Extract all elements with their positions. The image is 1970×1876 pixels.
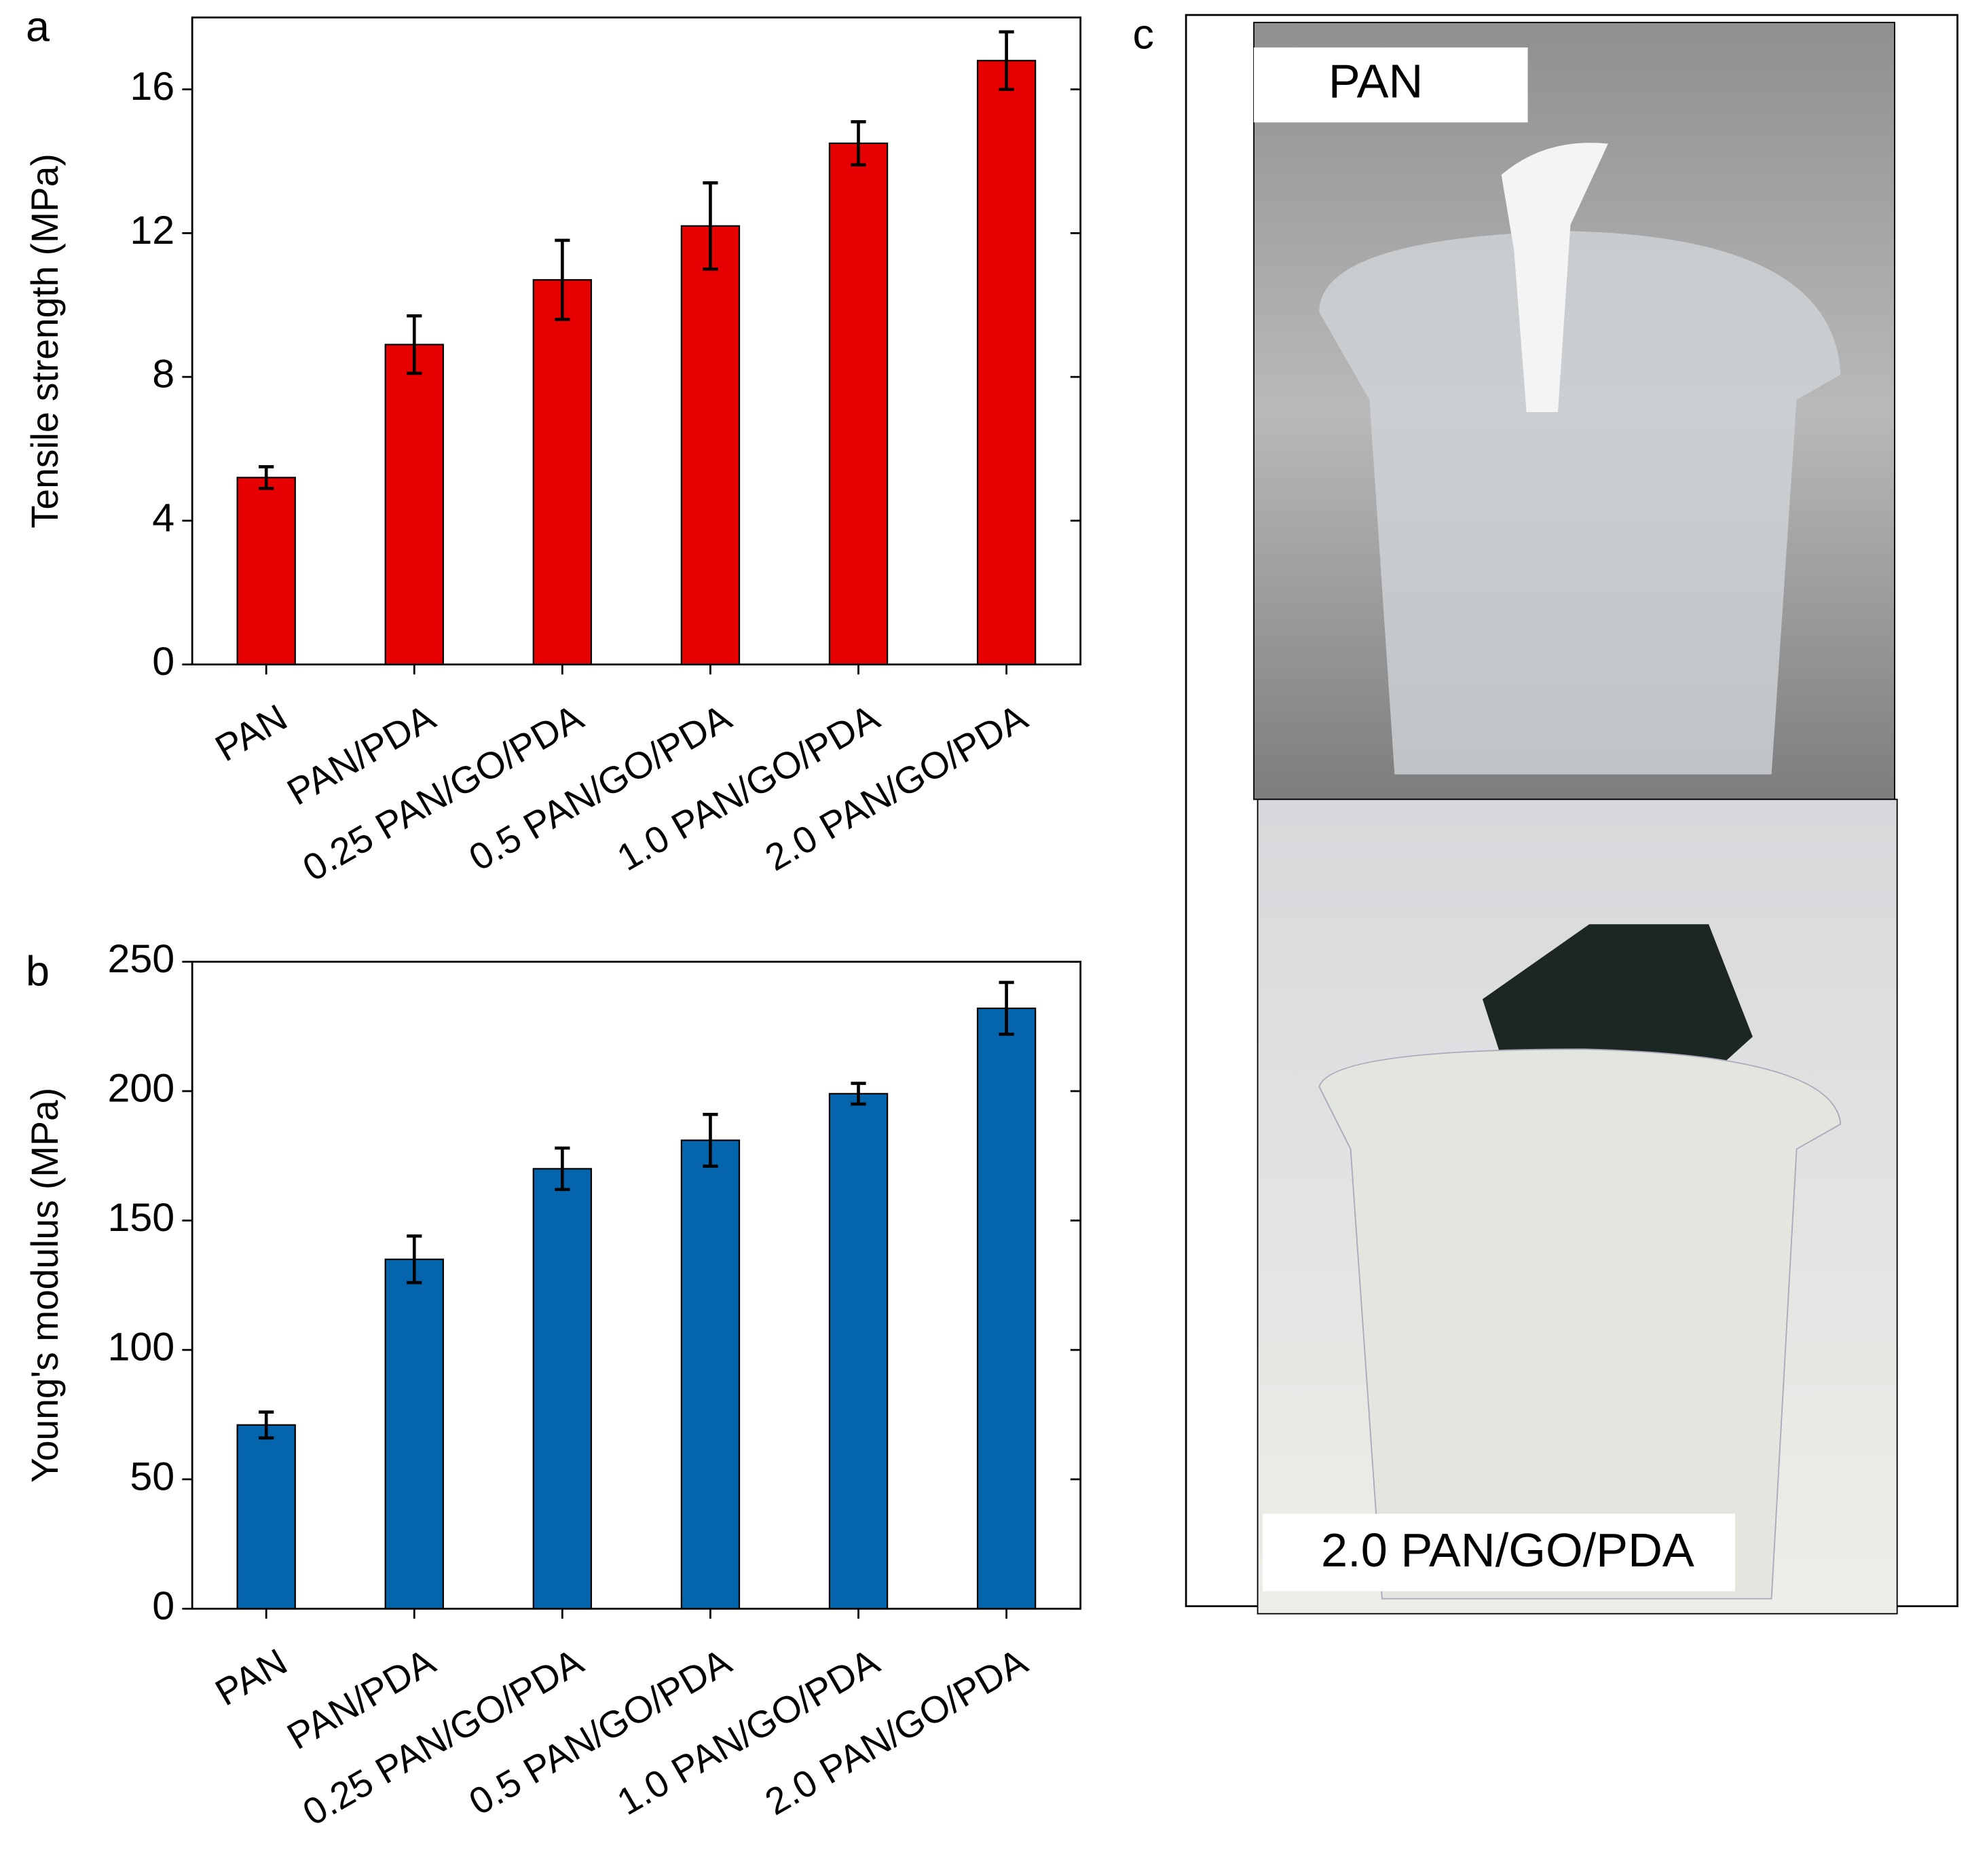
error-bar [851, 1082, 866, 1106]
panel-label: a [26, 3, 50, 51]
x-tick-label: PAN [208, 1640, 294, 1714]
bar [828, 1092, 889, 1610]
x-tick-label: 1.0 PAN/GO/PDA [610, 696, 886, 879]
y-tick-label: 200 [107, 1066, 174, 1111]
x-tick-label: 0.5 PAN/GO/PDA [462, 1640, 738, 1823]
plot-frame [191, 16, 1082, 666]
error-bar [259, 465, 274, 490]
x-tick-label: 0.25 PAN/GO/PDA [296, 696, 591, 889]
bar [976, 60, 1037, 665]
y-axis-label: Young's modulus (MPa) [24, 1088, 66, 1483]
y-tick-label: 100 [107, 1325, 174, 1369]
error-bar [407, 314, 422, 375]
y-tick-label: 4 [152, 496, 174, 540]
bar [680, 1139, 741, 1610]
bar [236, 477, 296, 665]
bar [532, 279, 593, 665]
y-tick-label: 12 [130, 208, 174, 253]
photo-label: 2.0 PAN/GO/PDA [1321, 1524, 1694, 1577]
x-tick-label: 2.0 PAN/GO/PDA [758, 1640, 1035, 1823]
error-bar [851, 119, 866, 167]
photo-label-box [1254, 47, 1528, 123]
bar [828, 142, 889, 665]
x-tick-label: 1.0 PAN/GO/PDA [610, 1640, 886, 1823]
panel-label: b [26, 948, 50, 995]
bar [532, 1168, 593, 1610]
x-tick-label: PAN [208, 696, 294, 769]
error-bar [999, 980, 1014, 1036]
error-bar [703, 181, 718, 271]
y-axis-label: Tensile strength (MPa) [24, 153, 66, 528]
y-tick-label: 250 [107, 936, 174, 981]
x-tick-label: 0.25 PAN/GO/PDA [296, 1640, 591, 1834]
bar [680, 225, 741, 665]
bar [976, 1007, 1037, 1610]
beaker [1318, 1048, 1842, 1600]
bar [236, 1424, 296, 1610]
y-tick-label: 50 [130, 1454, 174, 1498]
x-tick-label: 2.0 PAN/GO/PDA [758, 696, 1035, 879]
error-bar [999, 30, 1014, 91]
photo-label: PAN [1328, 55, 1423, 108]
error-bar [407, 1234, 422, 1285]
y-tick-label: 16 [130, 64, 174, 109]
error-bar [555, 238, 570, 321]
bar [384, 1258, 444, 1610]
panel-label: c [1132, 11, 1153, 58]
bar [384, 344, 444, 665]
y-tick-label: 150 [107, 1195, 174, 1240]
y-tick-label: 0 [152, 1583, 174, 1628]
beaker [1319, 231, 1841, 775]
plot-frame [191, 961, 1082, 1610]
x-tick-label: 0.5 PAN/GO/PDA [462, 696, 738, 879]
error-bar [259, 1410, 274, 1440]
photo-label-box [1263, 1513, 1735, 1592]
pan-gel [1501, 143, 1608, 413]
error-bar [703, 1113, 718, 1168]
y-tick-label: 0 [152, 639, 174, 684]
error-bar [555, 1146, 570, 1192]
y-tick-label: 8 [152, 352, 174, 397]
